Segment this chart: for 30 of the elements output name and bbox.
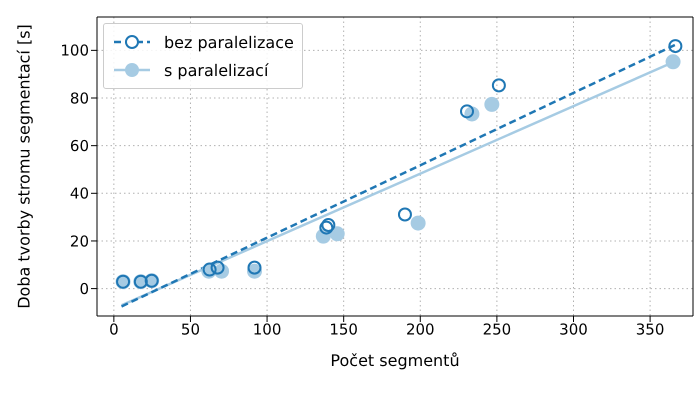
point [484,96,500,112]
point [210,260,225,275]
x-tick-label: 100 [252,320,282,339]
point [492,78,506,92]
point [319,220,334,235]
point [410,216,426,231]
point [248,260,262,275]
x-tick-label: 350 [636,320,664,339]
y-tick-label: 20 [70,232,89,250]
x-tick-label: 200 [406,320,435,339]
point [668,39,682,54]
x-tick-label: 250 [482,320,512,339]
y-tick-label: 40 [70,184,89,203]
x-tick-label: 150 [329,320,358,339]
point [666,54,681,70]
point [460,104,474,118]
point [330,226,345,242]
y-tick-label: 100 [60,42,89,60]
y-tick-label: 60 [70,136,89,155]
legend-label: bez paralelizace [164,32,294,52]
point [398,208,412,222]
y-axis-title: Doba tvorby stromu segmentací [s] [14,24,34,309]
x-tick-label: 300 [559,320,588,339]
point [321,218,336,232]
y-tick-label: 80 [70,89,89,108]
y-tick-label: 0 [79,280,89,298]
x-tick-label: 0 [109,320,119,339]
x-axis-title: Počet segmentů [330,351,460,370]
legend-label: s paralelizací [164,60,268,80]
x-tick-label: 50 [180,320,200,339]
